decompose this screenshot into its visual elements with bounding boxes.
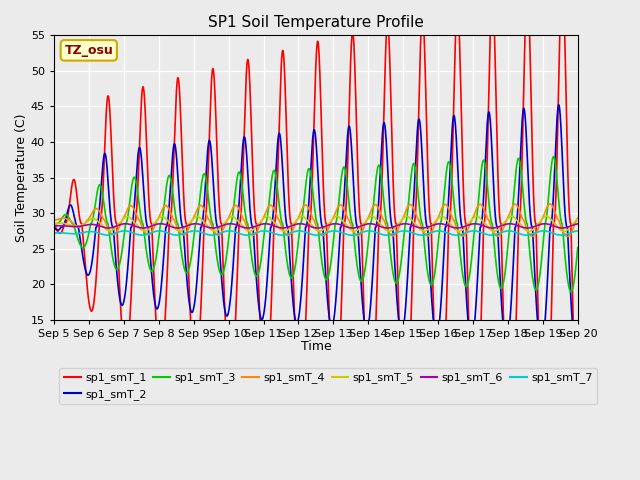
sp1_smT_4 <box>468 217 476 223</box>
sp1_smT_3 <box>331 226 339 232</box>
sp1_smT_2 <box>331 310 339 316</box>
sp1_smT_7 <box>50 230 58 236</box>
sp1_smT_6 <box>332 221 339 227</box>
sp1_smT_4 <box>546 201 554 207</box>
sp1_smT_2 <box>542 305 550 311</box>
sp1_smT_4 <box>196 203 204 208</box>
sp1_smT_4 <box>50 217 58 223</box>
sp1_smT_2 <box>50 225 58 230</box>
sp1_smT_2 <box>572 348 580 354</box>
sp1_smT_3 <box>550 154 557 159</box>
sp1_smT_2 <box>574 344 582 350</box>
sp1_smT_1 <box>541 463 548 468</box>
sp1_smT_3 <box>50 221 58 227</box>
Y-axis label: Soil Temperature (C): Soil Temperature (C) <box>15 113 28 242</box>
sp1_smT_6 <box>104 225 112 231</box>
sp1_smT_1 <box>468 408 476 413</box>
sp1_smT_3 <box>468 255 476 261</box>
sp1_smT_5 <box>560 228 568 234</box>
sp1_smT_1 <box>574 455 582 461</box>
sp1_smT_7 <box>196 229 204 235</box>
sp1_smT_6 <box>342 224 350 230</box>
Line: sp1_smT_1: sp1_smT_1 <box>54 0 578 466</box>
sp1_smT_3 <box>527 265 535 271</box>
sp1_smT_5 <box>196 215 204 221</box>
sp1_smT_7 <box>121 228 129 234</box>
sp1_smT_4 <box>574 215 582 221</box>
sp1_smT_1 <box>527 108 535 113</box>
sp1_smT_4 <box>564 234 572 240</box>
sp1_smT_7 <box>468 228 476 234</box>
sp1_smT_6 <box>528 225 536 230</box>
sp1_smT_6 <box>122 221 129 227</box>
sp1_smT_5 <box>527 228 535 234</box>
sp1_smT_1 <box>342 204 350 210</box>
sp1_smT_7 <box>103 232 111 238</box>
sp1_smT_7 <box>332 228 339 234</box>
sp1_smT_1 <box>50 221 58 227</box>
sp1_smT_5 <box>331 215 339 220</box>
sp1_smT_7 <box>574 228 582 234</box>
Text: TZ_osu: TZ_osu <box>65 44 113 57</box>
sp1_smT_2 <box>468 338 476 344</box>
sp1_smT_5 <box>50 221 58 227</box>
sp1_smT_3 <box>342 172 350 178</box>
sp1_smT_6 <box>574 221 582 227</box>
Title: SP1 Soil Temperature Profile: SP1 Soil Temperature Profile <box>208 15 424 30</box>
sp1_smT_7 <box>543 228 550 234</box>
sp1_smT_2 <box>555 102 563 108</box>
sp1_smT_6 <box>50 223 58 229</box>
sp1_smT_3 <box>567 289 575 295</box>
Line: sp1_smT_7: sp1_smT_7 <box>54 231 578 235</box>
sp1_smT_5 <box>342 221 350 227</box>
sp1_smT_6 <box>543 221 550 227</box>
sp1_smT_2 <box>196 235 204 240</box>
sp1_smT_4 <box>331 212 339 217</box>
sp1_smT_4 <box>342 211 350 217</box>
sp1_smT_4 <box>527 233 535 239</box>
Line: sp1_smT_5: sp1_smT_5 <box>54 216 578 231</box>
sp1_smT_1 <box>331 407 339 413</box>
sp1_smT_1 <box>196 324 204 330</box>
sp1_smT_5 <box>543 213 550 219</box>
Line: sp1_smT_4: sp1_smT_4 <box>54 204 578 237</box>
sp1_smT_3 <box>542 218 550 224</box>
sp1_smT_2 <box>342 157 350 163</box>
sp1_smT_5 <box>542 213 550 219</box>
sp1_smT_6 <box>196 222 204 228</box>
Legend: sp1_smT_1, sp1_smT_2, sp1_smT_3, sp1_smT_4, sp1_smT_5, sp1_smT_6, sp1_smT_7: sp1_smT_1, sp1_smT_2, sp1_smT_3, sp1_smT… <box>60 368 597 404</box>
sp1_smT_6 <box>468 221 476 227</box>
Line: sp1_smT_6: sp1_smT_6 <box>54 224 578 228</box>
sp1_smT_1 <box>542 455 550 461</box>
X-axis label: Time: Time <box>301 340 332 353</box>
sp1_smT_4 <box>542 207 550 213</box>
sp1_smT_5 <box>468 217 476 223</box>
sp1_smT_3 <box>574 245 582 251</box>
sp1_smT_2 <box>527 222 535 228</box>
sp1_smT_7 <box>342 231 350 237</box>
Line: sp1_smT_3: sp1_smT_3 <box>54 156 578 292</box>
Line: sp1_smT_2: sp1_smT_2 <box>54 105 578 351</box>
sp1_smT_3 <box>196 194 204 200</box>
sp1_smT_7 <box>528 231 536 237</box>
sp1_smT_5 <box>574 216 582 221</box>
